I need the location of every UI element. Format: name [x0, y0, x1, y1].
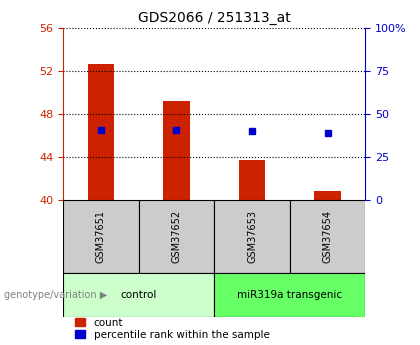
- Bar: [163, 101, 190, 200]
- Text: GSM37651: GSM37651: [96, 210, 106, 263]
- Text: GSM37654: GSM37654: [323, 210, 333, 263]
- Bar: [290, 200, 365, 273]
- Bar: [214, 273, 365, 317]
- Text: control: control: [121, 290, 157, 300]
- Text: miR319a transgenic: miR319a transgenic: [237, 290, 342, 300]
- Text: GSM37653: GSM37653: [247, 210, 257, 263]
- Bar: [88, 64, 114, 200]
- Bar: [63, 273, 214, 317]
- Text: GSM37652: GSM37652: [171, 210, 181, 263]
- Bar: [139, 200, 214, 273]
- Bar: [239, 160, 265, 200]
- Bar: [214, 200, 290, 273]
- Text: genotype/variation ▶: genotype/variation ▶: [4, 290, 108, 300]
- Legend: count, percentile rank within the sample: count, percentile rank within the sample: [75, 318, 270, 340]
- Title: GDS2066 / 251313_at: GDS2066 / 251313_at: [138, 11, 291, 25]
- Bar: [63, 200, 139, 273]
- Bar: [314, 191, 341, 200]
